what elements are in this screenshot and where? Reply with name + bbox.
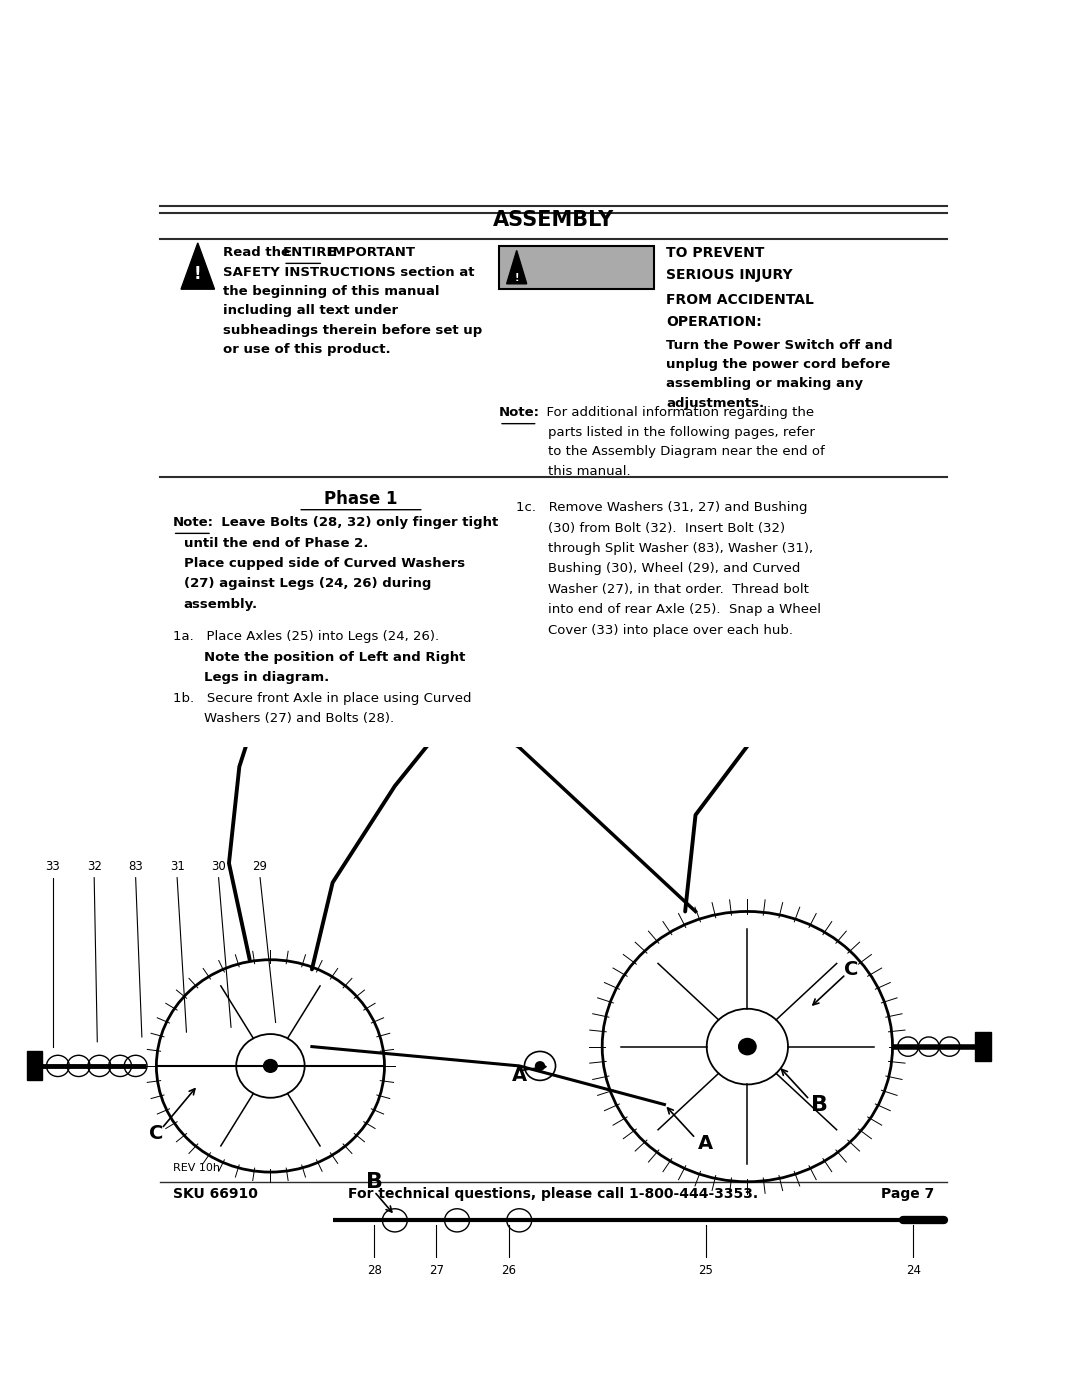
Text: !: ! <box>514 272 518 282</box>
Polygon shape <box>507 250 527 284</box>
Text: unplug the power cord before: unplug the power cord before <box>666 358 891 372</box>
Bar <box>975 1032 991 1062</box>
Text: SERIOUS INJURY: SERIOUS INJURY <box>666 268 793 282</box>
Text: WARNING: WARNING <box>529 251 610 267</box>
Circle shape <box>535 1062 545 1070</box>
Text: 32: 32 <box>86 861 102 873</box>
Polygon shape <box>181 243 215 289</box>
Text: adjustments.: adjustments. <box>666 397 765 409</box>
Text: 1a.   Place Axles (25) into Legs (24, 26).: 1a. Place Axles (25) into Legs (24, 26). <box>173 630 438 643</box>
Text: !: ! <box>194 265 202 282</box>
Text: For additional information regarding the: For additional information regarding the <box>538 407 813 419</box>
Text: to the Assembly Diagram near the end of: to the Assembly Diagram near the end of <box>548 446 824 458</box>
Circle shape <box>739 1038 756 1055</box>
Text: IMPORTANT: IMPORTANT <box>323 246 416 260</box>
Text: 24: 24 <box>906 1264 921 1277</box>
Text: Washers (27) and Bolts (28).: Washers (27) and Bolts (28). <box>204 712 394 725</box>
Text: A: A <box>512 1066 527 1085</box>
Text: FROM ACCIDENTAL: FROM ACCIDENTAL <box>666 293 814 307</box>
Text: 29: 29 <box>253 861 268 873</box>
Text: Turn the Power Switch off and: Turn the Power Switch off and <box>666 338 893 352</box>
Text: including all text under: including all text under <box>222 305 399 317</box>
Text: assembly.: assembly. <box>184 598 258 610</box>
Text: Note:: Note: <box>173 515 214 529</box>
Text: Read the: Read the <box>222 246 295 260</box>
Text: 26: 26 <box>501 1264 516 1277</box>
Text: Place cupped side of Curved Washers: Place cupped side of Curved Washers <box>184 557 464 570</box>
Text: the beginning of this manual: the beginning of this manual <box>222 285 440 298</box>
Text: Cover (33) into place over each hub.: Cover (33) into place over each hub. <box>548 623 793 637</box>
Text: parts listed in the following pages, refer: parts listed in the following pages, ref… <box>548 426 814 439</box>
Text: 30: 30 <box>212 861 226 873</box>
Text: 31: 31 <box>170 861 185 873</box>
Text: SAFETY INSTRUCTIONS section at: SAFETY INSTRUCTIONS section at <box>222 265 474 278</box>
Text: ENTIRE: ENTIRE <box>283 246 337 260</box>
Text: 27: 27 <box>429 1264 444 1277</box>
FancyBboxPatch shape <box>499 246 653 289</box>
Text: TO PREVENT: TO PREVENT <box>666 246 765 260</box>
Text: Note the position of Left and Right: Note the position of Left and Right <box>204 651 465 664</box>
Text: Phase 1: Phase 1 <box>324 490 397 509</box>
Text: SKU 66910: SKU 66910 <box>173 1187 257 1201</box>
Text: assembling or making any: assembling or making any <box>666 377 864 390</box>
Text: (30) from Bolt (32).  Insert Bolt (32): (30) from Bolt (32). Insert Bolt (32) <box>548 521 785 535</box>
Text: this manual.: this manual. <box>548 465 631 478</box>
Text: C: C <box>843 960 859 979</box>
Text: Bushing (30), Wheel (29), and Curved: Bushing (30), Wheel (29), and Curved <box>548 563 800 576</box>
Text: Page 7: Page 7 <box>881 1187 934 1201</box>
Text: or use of this product.: or use of this product. <box>222 344 391 356</box>
Text: 83: 83 <box>129 861 143 873</box>
Text: Washer (27), in that order.  Thread bolt: Washer (27), in that order. Thread bolt <box>548 583 809 597</box>
Text: through Split Washer (83), Washer (31),: through Split Washer (83), Washer (31), <box>548 542 813 555</box>
Text: B: B <box>811 1094 828 1115</box>
Text: For technical questions, please call 1-800-444-3353.: For technical questions, please call 1-8… <box>349 1187 758 1201</box>
Text: 1b.   Secure front Axle in place using Curved: 1b. Secure front Axle in place using Cur… <box>173 692 471 704</box>
Text: B: B <box>366 1172 382 1192</box>
Text: REV 10h: REV 10h <box>173 1162 219 1172</box>
Circle shape <box>264 1059 278 1073</box>
Text: A: A <box>699 1133 714 1153</box>
Text: 25: 25 <box>699 1264 713 1277</box>
Text: Leave Bolts (28, 32) only finger tight: Leave Bolts (28, 32) only finger tight <box>212 515 498 529</box>
Text: until the end of Phase 2.: until the end of Phase 2. <box>184 536 368 549</box>
Text: 1c.   Remove Washers (31, 27) and Bushing: 1c. Remove Washers (31, 27) and Bushing <box>516 502 808 514</box>
Text: Note:: Note: <box>499 407 540 419</box>
Text: ASSEMBLY: ASSEMBLY <box>492 210 615 229</box>
Text: OPERATION:: OPERATION: <box>666 314 762 330</box>
Bar <box>27 1052 42 1080</box>
Text: subheadings therein before set up: subheadings therein before set up <box>222 324 482 337</box>
Text: 28: 28 <box>367 1264 381 1277</box>
Text: (27) against Legs (24, 26) during: (27) against Legs (24, 26) during <box>184 577 431 591</box>
Text: C: C <box>149 1125 163 1143</box>
Text: Legs in diagram.: Legs in diagram. <box>204 671 329 685</box>
Text: 33: 33 <box>45 861 60 873</box>
Text: into end of rear Axle (25).  Snap a Wheel: into end of rear Axle (25). Snap a Wheel <box>548 604 821 616</box>
